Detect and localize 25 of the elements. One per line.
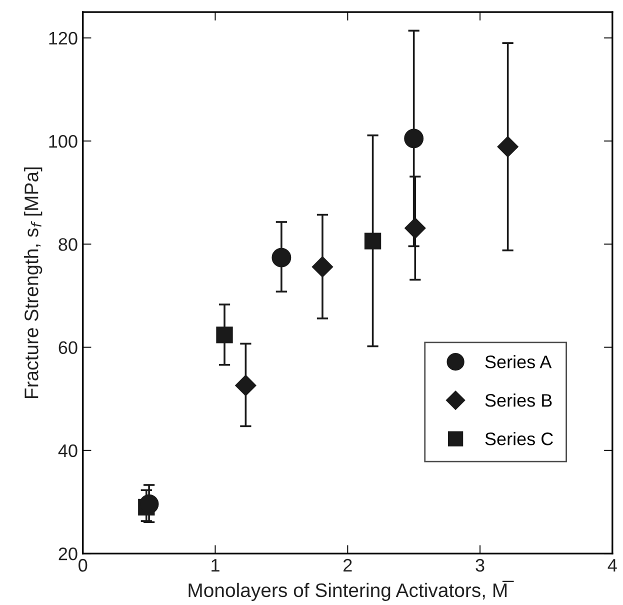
y-tick-label: 60 <box>58 341 78 354</box>
x-tick-label: 4 <box>608 559 617 572</box>
point <box>404 128 424 148</box>
y-tick-label: 20 <box>58 548 78 560</box>
x-tick-label: 3 <box>476 558 484 572</box>
y-tick-label: 40 <box>58 444 78 458</box>
y-tick-label: 100 <box>49 134 78 148</box>
y-tick-label: 120 <box>49 32 78 45</box>
point <box>139 494 159 514</box>
point <box>312 256 333 278</box>
x-tick-label: 0 <box>78 558 88 572</box>
legend-label: Series A <box>485 355 552 368</box>
x-tick-label: 2 <box>344 558 352 572</box>
y-tick-label: 80 <box>58 238 78 251</box>
legend-label: Series B <box>485 394 552 407</box>
point <box>272 248 292 268</box>
point <box>235 374 256 396</box>
x-tick-label: 1 <box>212 559 220 572</box>
point <box>364 232 382 250</box>
point <box>404 218 426 239</box>
x-axis-title: Monolayers of Sintering Activators, M̅ <box>188 580 514 602</box>
legend-label: Series C <box>485 432 553 446</box>
point <box>216 326 233 344</box>
y-axis-title: Fracture Strength, s$_{f}$ [MPa] <box>24 167 42 398</box>
point <box>497 136 518 158</box>
